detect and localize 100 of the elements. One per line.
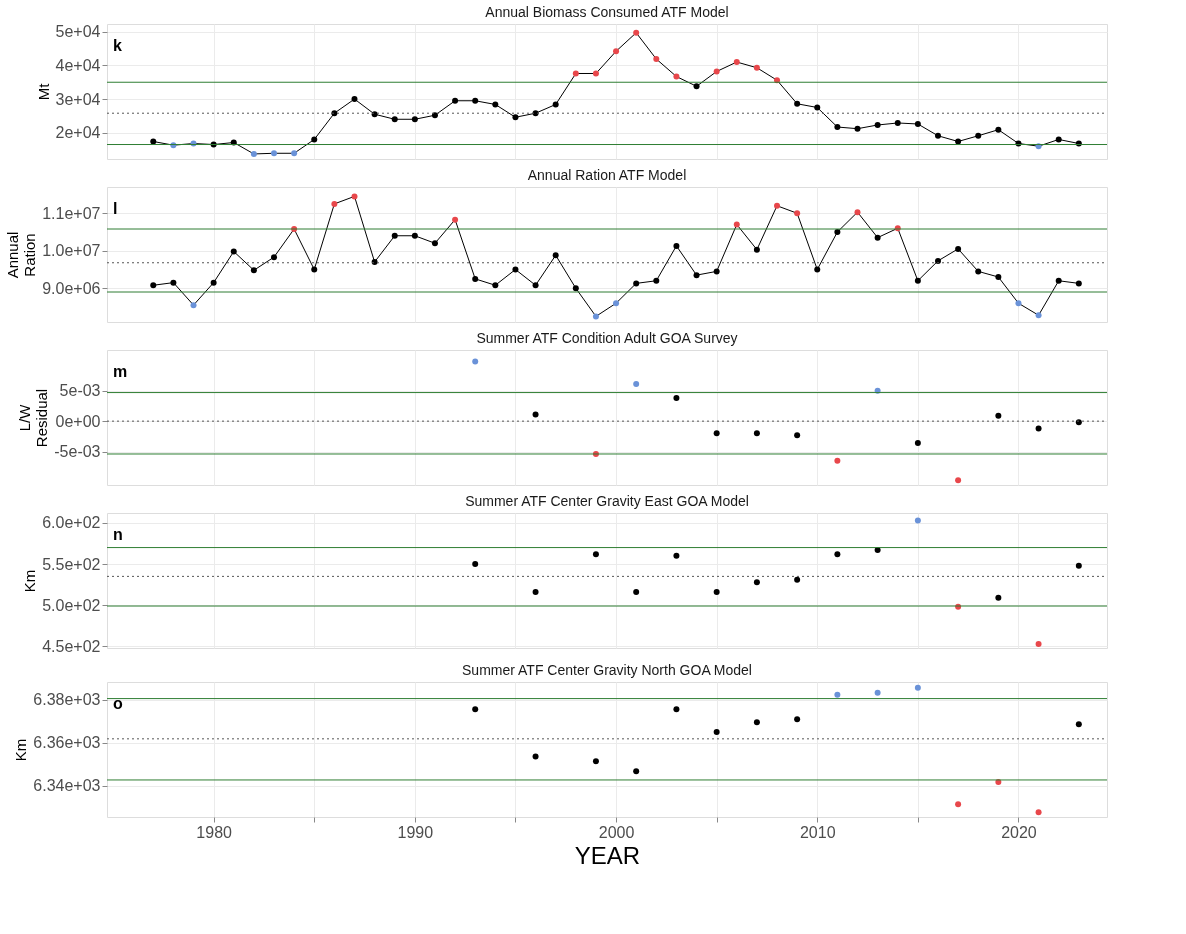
y-axis-title: Annual Ration [4,231,39,279]
point [1035,425,1042,432]
x-axis-title: YEAR [574,841,641,869]
point [472,358,479,365]
point [955,245,962,252]
point [150,282,157,289]
point [753,430,760,437]
point [170,279,177,286]
chart-title: Summer ATF Center Gravity East GOA Model [465,493,749,509]
y-tick-label: 6.38e+03 [33,691,101,709]
point [190,302,197,309]
y-tick-label: 2e+04 [55,124,101,142]
point [995,274,1002,280]
point [874,122,881,128]
y-tick-label: 4.5e+02 [42,637,101,655]
point [794,432,801,439]
point [532,282,539,289]
point [834,457,841,464]
point [914,440,921,447]
y-tick-label: 4e+04 [55,56,101,74]
point [774,202,781,209]
point [552,252,559,259]
point [1015,300,1022,307]
point [1075,280,1082,287]
point [874,689,881,696]
point [673,242,680,249]
point [271,254,277,261]
point [914,277,921,284]
point [1055,136,1062,143]
point [532,753,539,760]
point [713,68,720,75]
point [633,768,640,775]
point [411,116,418,123]
point [975,132,982,139]
point [210,279,217,286]
point [431,240,438,247]
chart-title: Annual Biomass Consumed ATF Model [485,3,729,20]
point [713,268,720,275]
y-tick-label: 6.0e+02 [42,514,101,532]
point [653,277,660,284]
point [351,193,358,200]
annotation: m [113,363,128,380]
point [673,395,680,402]
point [975,268,982,275]
y-axis-title: Km [12,738,30,762]
y-tick-label: 6.34e+03 [33,777,101,795]
point [995,126,1002,133]
point [592,758,599,765]
point [391,116,398,123]
point [250,267,257,274]
point [633,589,640,596]
point [673,552,680,559]
point [713,589,720,596]
point [633,280,640,287]
annotation: l [113,200,118,217]
point [592,70,599,77]
point [613,300,620,307]
point [894,119,901,126]
point [693,272,700,279]
y-tick-label: -5e-03 [54,443,101,461]
point [774,77,781,84]
point [753,719,760,726]
point [552,101,559,108]
y-axis-title: L/W Residual [16,388,51,448]
point [472,275,479,282]
x-tick-label: 2010 [799,823,836,841]
point [834,124,841,131]
point [472,561,479,568]
y-tick-label: 3e+04 [55,90,101,108]
point [814,266,821,273]
point [1075,721,1082,728]
point [874,234,881,241]
point [934,257,941,264]
point [713,430,720,437]
point [995,412,1002,419]
point [955,801,962,808]
chart-title: Annual Ration ATF Model [527,167,687,183]
y-tick-label: 6.36e+03 [33,734,101,752]
point [532,589,539,596]
point [1055,277,1062,284]
point [753,579,760,586]
point [713,728,720,735]
point [311,136,318,143]
point [753,246,760,253]
point [150,138,157,145]
point [532,411,539,418]
x-tick-label: 1980 [196,823,233,841]
y-tick-label: 5e+04 [55,23,101,41]
point [592,313,599,320]
point [733,221,740,228]
chart-title: Summer ATF Condition Adult GOA Survey [476,330,738,346]
point [673,706,680,713]
point [472,97,479,104]
point [431,112,438,119]
point [814,104,821,111]
point [794,716,801,723]
point [673,73,680,80]
point [1075,562,1082,569]
point [512,266,519,273]
chart-title: Summer ATF Center Gravity North GOA Model [462,662,752,678]
